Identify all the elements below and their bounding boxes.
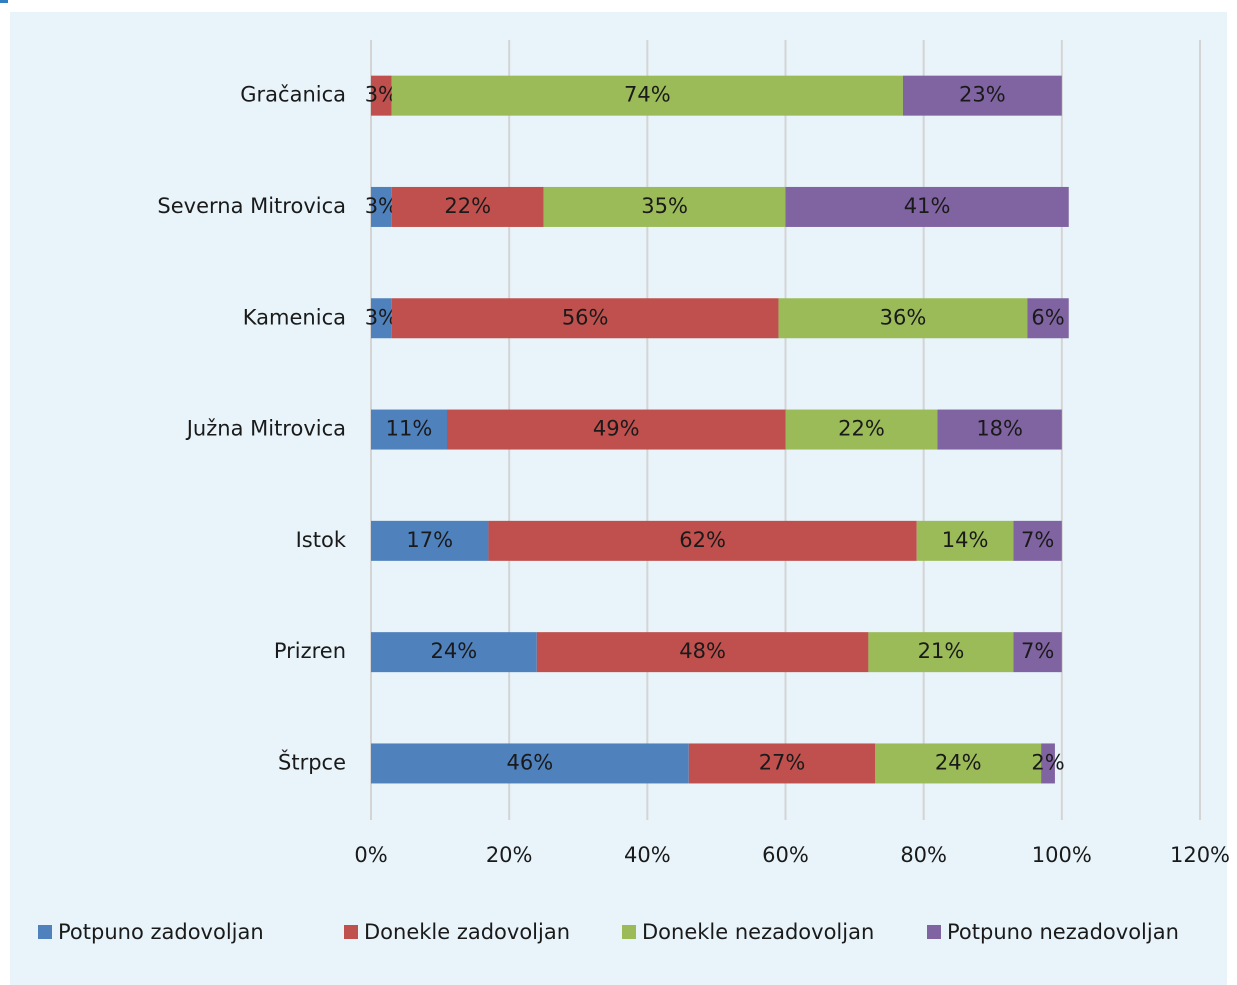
bar-segment [688, 743, 876, 784]
data-label: 35% [641, 194, 688, 218]
bar-segment [371, 75, 392, 116]
y-tick-label: Štrpce [278, 749, 346, 774]
data-label: 21% [918, 639, 965, 663]
data-label: 27% [759, 750, 806, 774]
legend-label: Donekle zadovoljan [364, 920, 570, 944]
data-label: 49% [593, 417, 640, 441]
bar-segment [785, 186, 1069, 227]
x-tick-label: 40% [624, 843, 671, 867]
data-label: 36% [880, 305, 927, 329]
y-tick-label: Severna Mitrovica [157, 194, 346, 218]
x-tick-label: 80% [900, 843, 947, 867]
bar-segment [488, 520, 917, 561]
data-label: 7% [1021, 528, 1054, 552]
y-tick-label: Prizren [274, 639, 346, 663]
data-label: 2% [1031, 750, 1064, 774]
y-tick-label: Gračanica [240, 83, 346, 107]
data-label: 74% [624, 83, 671, 107]
data-label: 24% [935, 750, 982, 774]
legend-label: Potpuno zadovoljan [58, 920, 264, 944]
x-tick-label: 120% [1170, 843, 1230, 867]
legend-swatch [344, 925, 358, 939]
x-tick-label: 0% [354, 843, 387, 867]
data-label: 24% [431, 639, 478, 663]
bar-segment [875, 743, 1042, 784]
bar-segment [371, 186, 392, 227]
data-label: 48% [679, 639, 726, 663]
bar-segment [902, 75, 1062, 116]
data-label: 11% [386, 417, 433, 441]
legend-swatch [622, 925, 636, 939]
data-label: 14% [942, 528, 989, 552]
bar-segment [391, 298, 779, 339]
data-label: 23% [959, 83, 1006, 107]
legend-label: Donekle nezadovoljan [642, 920, 874, 944]
x-tick-label: 20% [486, 843, 533, 867]
data-label: 7% [1021, 639, 1054, 663]
bar-segment [371, 298, 392, 339]
data-label: 22% [838, 417, 885, 441]
legend-swatch [927, 925, 941, 939]
data-label: 22% [444, 194, 491, 218]
bar-segment [916, 520, 1014, 561]
bar-segment [543, 186, 786, 227]
legend-swatch [38, 925, 52, 939]
y-tick-label: Južna Mitrovica [185, 417, 346, 441]
corner-mark [0, 0, 8, 3]
bar-segment [391, 186, 544, 227]
bar-segment [1013, 520, 1062, 561]
chart-background [10, 12, 1227, 985]
bar-segment [536, 632, 869, 673]
y-tick-label: Kamenica [243, 305, 346, 329]
legend-label: Potpuno nezadovoljan [947, 920, 1179, 944]
bar-segment [1027, 298, 1069, 339]
bar-segment [778, 298, 1028, 339]
bar-segment [371, 743, 689, 784]
bar-segment [391, 75, 903, 116]
bar-segment [446, 409, 786, 450]
x-tick-label: 60% [762, 843, 809, 867]
bar-segment [937, 409, 1062, 450]
y-tick-label: Istok [296, 528, 347, 552]
bar-segment [785, 409, 938, 450]
data-label: 41% [904, 194, 951, 218]
x-tick-label: 100% [1032, 843, 1092, 867]
data-label: 6% [1031, 305, 1064, 329]
bar-segment [371, 520, 489, 561]
data-label: 17% [406, 528, 453, 552]
data-label: 46% [507, 750, 554, 774]
data-label: 56% [562, 305, 609, 329]
bar-segment [868, 632, 1014, 673]
bar-segment [1013, 632, 1062, 673]
bar-segment [1041, 743, 1055, 784]
bar-segment [371, 632, 537, 673]
bar-segment [371, 409, 447, 450]
data-label: 62% [679, 528, 726, 552]
data-label: 18% [976, 417, 1023, 441]
